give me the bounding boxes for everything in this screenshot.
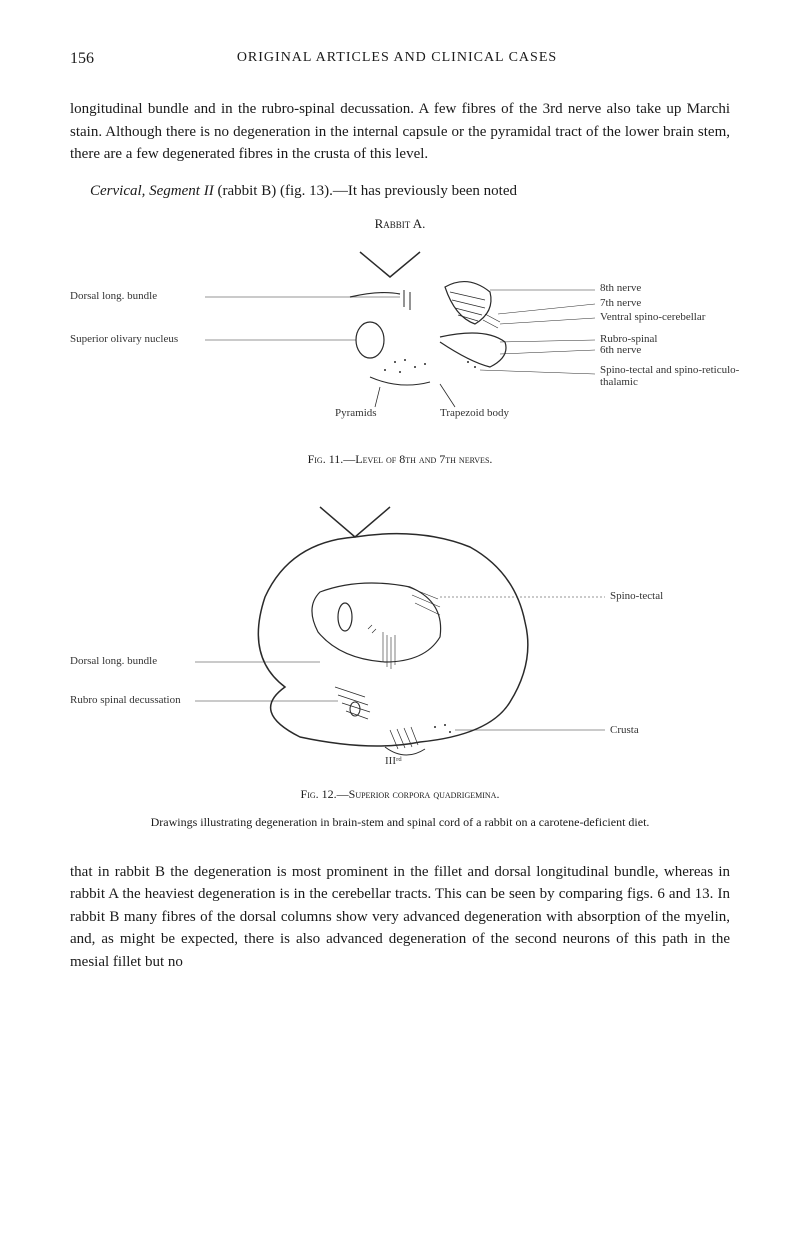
fig12-container: Spino-tectal Dorsal long. bundle Rubro s…: [70, 487, 730, 777]
fig12-label-rubro: Rubro spinal decussation: [70, 694, 181, 706]
fig11-container: Dorsal long. bundle Superior olivary nuc…: [70, 242, 730, 442]
fig11-label-spinotectal: Spino-tectal and spino-reticulo-thalamic: [600, 364, 740, 388]
fig11-label-dorsal: Dorsal long. bundle: [70, 290, 157, 302]
fig12-label-dorsal: Dorsal long. bundle: [70, 655, 157, 667]
fig12-drawings-caption: Drawings illustrating degeneration in br…: [150, 814, 650, 831]
fig12-label-crusta: Crusta: [610, 724, 639, 736]
paragraph-2-rest: (rabbit B) (fig. 13).—It has previously …: [214, 183, 517, 199]
fig12-label-spinotectal: Spino-tectal: [610, 590, 663, 602]
header-title: ORIGINAL ARTICLES AND CLINICAL CASES: [237, 50, 557, 68]
fig12-label-third: IIIʳᵈ: [385, 755, 402, 767]
paragraph-2-italic: Cervical, Segment II: [90, 183, 214, 199]
paragraph-3: that in rabbit B the degeneration is mos…: [70, 861, 730, 974]
fig11-label-pyramids: Pyramids: [335, 407, 377, 419]
paragraph-2: Cervical, Segment II (rabbit B) (fig. 13…: [70, 180, 730, 203]
fig11-svg: [200, 242, 600, 422]
fig11-label-ventral: Ventral spino-cerebellar: [600, 311, 705, 323]
fig11-label-7th: 7th nerve: [600, 297, 641, 309]
page-number: 156: [70, 50, 94, 68]
fig11-label-trapezoid: Trapezoid body: [440, 407, 509, 419]
fig11-label-6th: 6th nerve: [600, 344, 641, 356]
paragraph-1: longitudinal bundle and in the rubro-spi…: [70, 98, 730, 166]
fig12-caption: Fig. 12.—Superior corpora quadrigemina.: [70, 787, 730, 802]
fig11-title: Rabbit A.: [70, 216, 730, 232]
fig11-label-olivary: Superior olivary nucleus: [70, 333, 178, 345]
fig12-svg: [190, 487, 610, 767]
page-header: 156 ORIGINAL ARTICLES AND CLINICAL CASES: [70, 50, 730, 68]
fig11-label-8th: 8th nerve: [600, 282, 641, 294]
fig11-caption: Fig. 11.—Level of 8th and 7th nerves.: [70, 452, 730, 467]
